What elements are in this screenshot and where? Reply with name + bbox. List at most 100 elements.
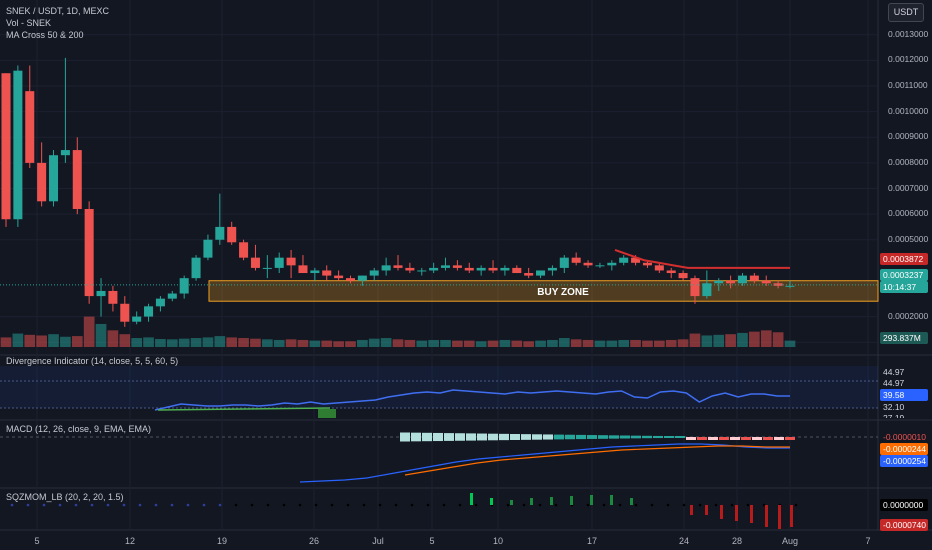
squeeze-dot bbox=[282, 503, 286, 507]
squeeze-dot bbox=[10, 503, 14, 507]
candle-body bbox=[60, 150, 70, 156]
candle-body bbox=[179, 278, 189, 294]
ma-cross-title[interactable]: MA Cross 50 & 200 bbox=[6, 30, 84, 40]
volume-bar bbox=[760, 330, 772, 347]
squeeze-bar-up bbox=[570, 496, 573, 505]
macd-pane-title[interactable]: MACD (12, 26, close, 9, EMA, EMA) bbox=[6, 424, 152, 434]
candle-body bbox=[524, 273, 534, 276]
macd-histogram-bar bbox=[752, 437, 762, 440]
macd-histogram-bar bbox=[400, 432, 410, 442]
main-legend: SNEK / USDT, 1D, MEXC Vol - SNEK MA Cros… bbox=[6, 5, 109, 41]
div-tag-3: 39.58 bbox=[880, 389, 928, 401]
volume-bar bbox=[380, 338, 392, 347]
time-axis-label: 12 bbox=[124, 536, 136, 546]
squeeze-dot bbox=[42, 503, 46, 507]
time-axis-label: 26 bbox=[308, 536, 320, 546]
squeeze-dot bbox=[762, 503, 766, 507]
squeeze-bar-up bbox=[610, 495, 613, 505]
squeeze-dot bbox=[602, 503, 606, 507]
candle-body bbox=[345, 278, 355, 281]
currency-button[interactable]: USDT bbox=[888, 3, 924, 22]
volume-bar bbox=[523, 341, 535, 347]
squeeze-bar-up bbox=[550, 497, 553, 505]
candle-body bbox=[714, 280, 724, 284]
candle-body bbox=[144, 306, 154, 317]
candle-body bbox=[642, 262, 652, 266]
candle-body bbox=[583, 262, 593, 266]
candle-body bbox=[322, 270, 332, 276]
symbol-title[interactable]: SNEK / USDT, 1D, MEXC bbox=[6, 6, 110, 16]
time-axis-label: 17 bbox=[586, 536, 598, 546]
macd-histogram-bar bbox=[532, 434, 542, 440]
candle-body bbox=[571, 257, 581, 263]
price-axis-label: 0.0010000 bbox=[888, 105, 929, 116]
candle-body bbox=[678, 273, 688, 279]
volume-bar bbox=[368, 338, 380, 347]
candle-body bbox=[547, 267, 557, 271]
volume-bar bbox=[606, 340, 618, 347]
candle-body bbox=[690, 278, 700, 297]
candle-body bbox=[369, 270, 379, 276]
candle-body bbox=[298, 265, 308, 274]
macd-histogram-bar bbox=[543, 434, 553, 440]
candle-body bbox=[227, 226, 237, 243]
candle-body bbox=[773, 283, 783, 286]
volume-bar bbox=[273, 339, 285, 347]
candle-body bbox=[417, 270, 427, 272]
macd-histogram-bar bbox=[598, 435, 608, 439]
div-tag-1: 44.97 bbox=[880, 366, 928, 378]
price-axis-label: 0.0007000 bbox=[888, 182, 929, 193]
candle-body bbox=[215, 226, 225, 240]
sqzmom-pane-title[interactable]: SQZMOM_LB (20, 2, 20, 1.5) bbox=[6, 492, 124, 502]
price-axis-label: 0.0006000 bbox=[888, 208, 929, 219]
squeeze-dot bbox=[474, 503, 478, 507]
squeeze-dot bbox=[506, 503, 510, 507]
squeeze-dot bbox=[794, 503, 798, 507]
volume-indicator-title[interactable]: Vol - SNEK bbox=[6, 18, 52, 28]
price-axis-label: 0.0013000 bbox=[888, 28, 929, 39]
macd-histogram-bar bbox=[554, 434, 564, 440]
squeeze-dot bbox=[394, 503, 398, 507]
macd-histogram-bar bbox=[499, 433, 509, 441]
volume-bar bbox=[261, 339, 273, 347]
macd-histogram-bar bbox=[521, 434, 531, 440]
volume-bar bbox=[250, 338, 261, 347]
candle-body bbox=[595, 265, 605, 267]
div-tag-5: 27.19 bbox=[880, 412, 928, 418]
candle-body bbox=[262, 267, 272, 269]
divergence-pane-title[interactable]: Divergence Indicator (14, close, 5, 5, 6… bbox=[6, 356, 179, 366]
price-axis-label: 0.0011000 bbox=[888, 80, 928, 91]
time-axis-label: Jul bbox=[372, 536, 384, 546]
bull-divergence-label bbox=[318, 409, 336, 418]
candle-body bbox=[334, 275, 344, 279]
squeeze-dot bbox=[458, 503, 462, 507]
volume-bar bbox=[190, 338, 202, 347]
squeeze-bar-up bbox=[490, 498, 493, 505]
div-tag-2: 44.97 bbox=[880, 377, 928, 389]
volume-bar bbox=[60, 336, 71, 347]
price-axis-label: 0.0002000 bbox=[888, 310, 929, 321]
volume-bar bbox=[12, 333, 24, 347]
squeeze-bar-down bbox=[765, 505, 768, 527]
candle-body bbox=[108, 290, 118, 304]
squeeze-dot bbox=[154, 503, 158, 507]
volume-bar bbox=[749, 331, 760, 347]
volume-bar bbox=[309, 340, 321, 347]
candle-body bbox=[559, 257, 569, 268]
volume-bar bbox=[558, 338, 570, 347]
squeeze-bar-down bbox=[750, 505, 753, 523]
squeeze-dot bbox=[442, 503, 446, 507]
candle-body bbox=[488, 267, 498, 271]
candle-body bbox=[191, 257, 201, 279]
candle-body bbox=[120, 303, 130, 322]
macd-hist-tag: -0.0000010 bbox=[880, 431, 928, 443]
squeeze-dot bbox=[410, 503, 414, 507]
volume-bar bbox=[107, 330, 119, 347]
macd-histogram-bar bbox=[510, 434, 520, 440]
squeeze-bar-down bbox=[735, 505, 738, 521]
macd-histogram-bar bbox=[664, 436, 674, 438]
volume-bar bbox=[321, 340, 333, 347]
squeeze-dot bbox=[234, 503, 238, 507]
macd-histogram-bar bbox=[675, 436, 685, 438]
